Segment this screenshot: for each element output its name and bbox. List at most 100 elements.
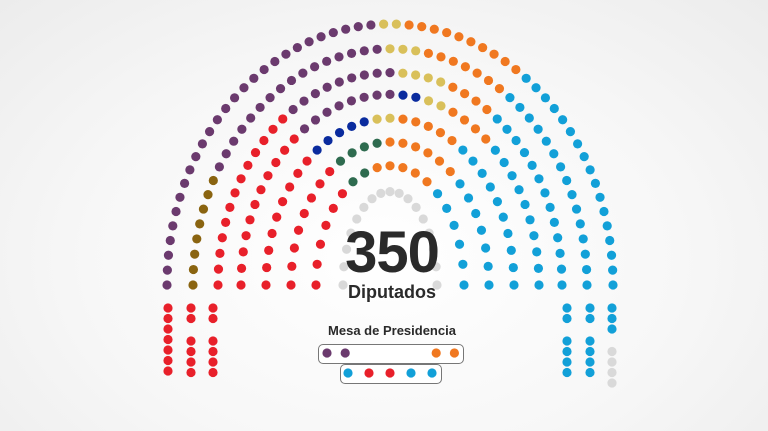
seat-orange (511, 64, 521, 75)
seat-red (306, 193, 317, 203)
seat-purple (353, 22, 363, 32)
seat-orange (423, 148, 433, 158)
seat-blue (562, 303, 572, 313)
seat-red (186, 303, 196, 313)
seat-orange (494, 84, 505, 94)
seat-purple (299, 96, 309, 106)
seat-red (315, 239, 326, 249)
seat-blue (572, 139, 583, 149)
seat-red (256, 185, 266, 195)
seat-purple (185, 165, 195, 175)
mesa-seat (427, 368, 437, 378)
seat-blue (585, 336, 595, 346)
seat-red (302, 156, 312, 166)
seat-orange (489, 49, 499, 59)
seat-navy (411, 92, 421, 102)
seat-blue (540, 93, 551, 103)
seat-orange (471, 96, 481, 106)
seat-blue (531, 83, 541, 93)
mesa-seat (340, 348, 350, 358)
seat-orange (442, 27, 452, 38)
seat-grey (385, 187, 395, 197)
seat-red (312, 259, 322, 269)
seat-green (335, 156, 346, 166)
seat-purple (322, 107, 332, 117)
seat-yellow (385, 44, 395, 54)
seat-blue (458, 145, 468, 155)
seat-brown (198, 204, 209, 214)
seat-grey (607, 378, 617, 388)
seat-grey (607, 367, 617, 378)
seat-purple (346, 48, 357, 58)
seat-blue (484, 280, 494, 290)
seat-blue (507, 171, 517, 181)
seat-orange (483, 75, 494, 86)
seat-orange (459, 115, 470, 125)
seat-red (261, 280, 271, 290)
seat-navy (359, 117, 369, 127)
seat-orange (460, 89, 470, 99)
seat-blue (541, 136, 551, 146)
seat-red (337, 189, 348, 199)
seat-purple (366, 20, 376, 30)
seat-grey (367, 194, 377, 204)
seat-red (272, 212, 282, 222)
seat-purple (385, 89, 395, 99)
seat-red (225, 202, 235, 213)
seat-blue (514, 185, 524, 195)
seat-red (208, 313, 218, 324)
seat-green (348, 177, 358, 187)
seat-purple (197, 139, 208, 149)
seat-purple (229, 93, 240, 103)
seat-purple (270, 56, 280, 67)
seat-blue (585, 346, 595, 357)
seat-red (208, 303, 218, 313)
seat-red (236, 263, 247, 273)
seat-purple (212, 115, 222, 125)
mesa-seat (343, 368, 353, 378)
seat-red (186, 336, 196, 346)
seat-blue (458, 259, 468, 269)
seat-purple (259, 64, 269, 75)
seat-grey (341, 244, 352, 254)
seat-grey (394, 188, 404, 198)
seat-blue (498, 212, 508, 222)
seat-grey (403, 194, 413, 204)
seat-yellow (398, 44, 408, 54)
seat-blue (562, 357, 572, 367)
seat-blue (490, 145, 500, 155)
seat-red (328, 203, 338, 213)
mesa-title: Mesa de Presidencia (328, 323, 456, 338)
seat-red (186, 346, 196, 357)
seat-purple (310, 115, 321, 125)
seat-red (311, 280, 321, 290)
seat-navy (334, 128, 345, 138)
seat-purple (359, 92, 369, 102)
seat-brown (203, 190, 213, 200)
seat-red (289, 134, 299, 144)
seat-blue (533, 263, 544, 273)
seat-purple (163, 250, 174, 260)
seat-yellow (398, 68, 408, 78)
seat-blue (599, 206, 609, 217)
seat-purple (372, 44, 382, 54)
seat-grey (428, 244, 439, 254)
seat-purple (265, 93, 275, 103)
seat-blue (555, 248, 565, 258)
seat-orange (423, 48, 434, 58)
seat-blue (532, 247, 542, 257)
seat-red (293, 168, 303, 178)
seat-red (299, 208, 309, 219)
seat-purple (249, 73, 259, 83)
seat-orange (445, 166, 455, 177)
seat-blue (545, 202, 555, 213)
seat-red (230, 188, 240, 198)
seat-orange (404, 20, 414, 30)
seat-blue (562, 313, 572, 324)
seat-purple (385, 68, 395, 78)
seat-purple (359, 70, 369, 80)
seat-blue (449, 220, 459, 230)
seat-red (186, 313, 196, 324)
seat-red (286, 280, 296, 290)
